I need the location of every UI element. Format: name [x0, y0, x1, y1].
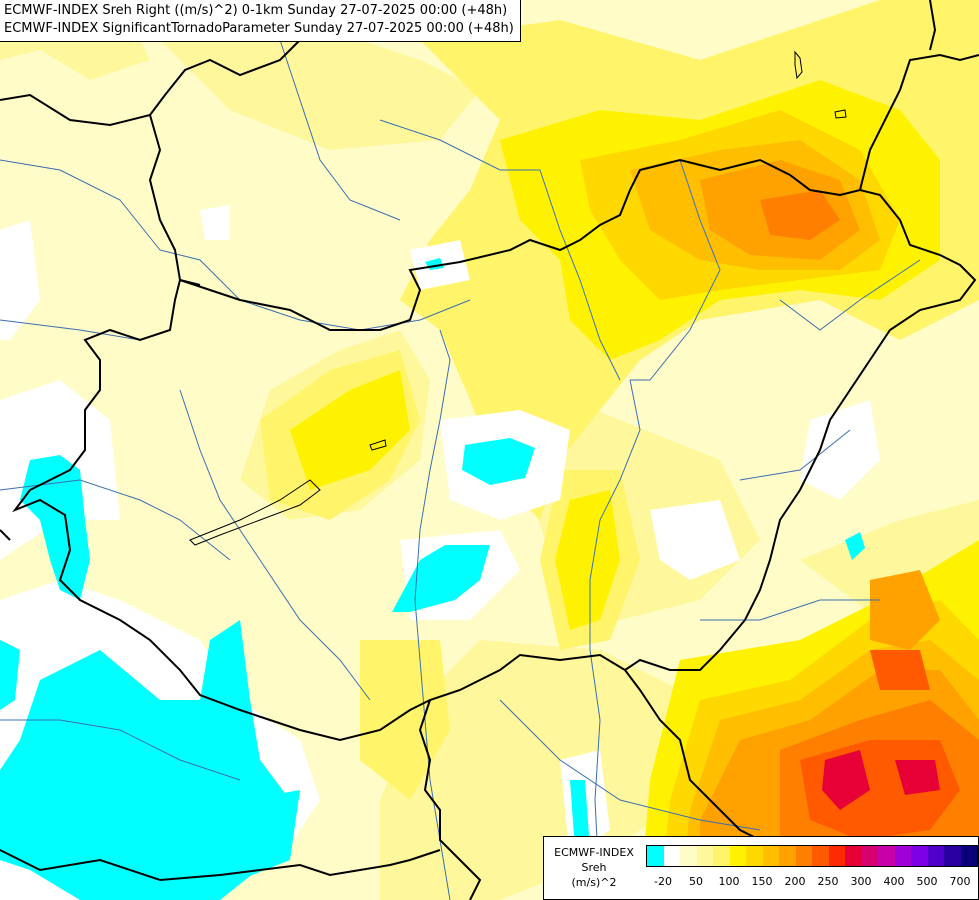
- legend-label: ECMWF-INDEX Sreh (m/s)^2: [544, 845, 644, 890]
- legend-swatch: [927, 846, 944, 866]
- river-lines: [0, 39, 921, 900]
- legend-swatch: [729, 846, 746, 866]
- legend-swatch: [861, 846, 878, 866]
- cyan-zones: [0, 258, 865, 900]
- legend-swatch: [663, 846, 680, 866]
- legend-tick-label: 700: [949, 875, 971, 888]
- legend-swatch: [878, 846, 895, 866]
- legend-source: ECMWF-INDEX: [554, 846, 634, 859]
- legend-tick-label: 200: [784, 875, 806, 888]
- legend-swatch: [696, 846, 713, 866]
- legend-swatch: [845, 846, 862, 866]
- title-line-1: ECMWF-INDEX Sreh Right ((m/s)^2) 0-1km S…: [4, 3, 508, 18]
- legend-tick-label: 150: [751, 875, 773, 888]
- legend-swatch: [894, 846, 911, 866]
- legend-tick-label: 50: [689, 875, 703, 888]
- legend-swatch: [812, 846, 829, 866]
- legend-tick-label: 500: [916, 875, 938, 888]
- legend-swatch: [779, 846, 796, 866]
- title-line-2: ECMWF-INDEX SignificantTornadoParameter …: [4, 21, 514, 36]
- legend-unit: (m/s)^2: [571, 876, 617, 889]
- legend-swatch: [713, 846, 730, 866]
- lake-outlines: [189, 50, 847, 546]
- legend-swatch: [762, 846, 779, 866]
- legend-swatch: [828, 846, 845, 866]
- legend-tick-label: -20: [654, 875, 672, 888]
- legend-swatch: [795, 846, 812, 866]
- legend-swatch: [960, 846, 977, 866]
- color-legend: ECMWF-INDEX Sreh (m/s)^2 -20 50 100 150 200 2…: [543, 836, 979, 900]
- legend-swatch: [911, 846, 928, 866]
- legend-swatch: [746, 846, 763, 866]
- legend-tick-label: 400: [883, 875, 905, 888]
- legend-tick-labels: -20 50 100 150 200 250 300 400 500 700: [646, 875, 976, 889]
- legend-tick-label: 250: [817, 875, 839, 888]
- legend-swatch: [680, 846, 697, 866]
- magenta-zones: [822, 750, 940, 810]
- legend-tick-label: 100: [718, 875, 740, 888]
- legend-colorbar: [646, 845, 978, 867]
- legend-tick-label: 300: [850, 875, 872, 888]
- legend-swatch: [944, 846, 961, 866]
- legend-swatch: [647, 846, 664, 866]
- legend-variable: Sreh: [581, 861, 607, 874]
- map-title: ECMWF-INDEX Sreh Right ((m/s)^2) 0-1km S…: [0, 0, 521, 42]
